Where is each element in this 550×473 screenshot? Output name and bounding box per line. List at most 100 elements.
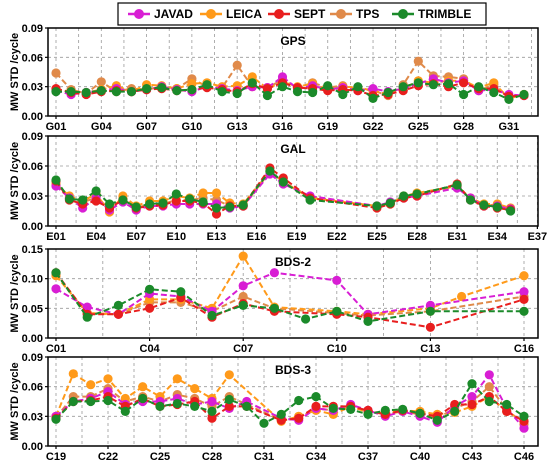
data-point (467, 392, 477, 402)
y-tick-label: 0.09 (22, 352, 43, 364)
plot-frame (47, 135, 539, 227)
series-line (55, 382, 525, 425)
x-tick-label: C46 (514, 451, 534, 463)
data-point (217, 87, 227, 97)
data-point (465, 195, 476, 205)
series-trimble (51, 166, 516, 216)
data-point (425, 322, 435, 332)
panel-bds-3: 0.00 0.03 0.06 0.09 C19 C22 C25 C28 C31 C34 C37 C40… (9, 352, 539, 463)
y-tick-label: 0.00 (22, 333, 43, 345)
series-line (55, 395, 525, 423)
data-point (225, 202, 235, 212)
x-tick-label: C19 (46, 451, 66, 463)
data-point (238, 251, 248, 261)
x-tick-label: E19 (287, 231, 307, 243)
data-point (262, 84, 272, 94)
panel-title: BDS-2 (275, 255, 311, 269)
series-trimble (51, 268, 529, 326)
data-point (277, 82, 288, 92)
data-point (224, 370, 234, 380)
data-point (198, 197, 208, 207)
x-tick-label: C34 (306, 451, 327, 463)
data-point (211, 188, 222, 198)
x-tick-label: E10 (167, 231, 187, 243)
legend-item-leica: LEICA (200, 7, 262, 21)
data-point (207, 396, 217, 407)
data-point (51, 68, 61, 78)
data-point (145, 303, 155, 313)
data-point (368, 93, 378, 103)
data-point (467, 399, 477, 410)
y-tick-label: 0.03 (22, 191, 43, 203)
data-point (232, 60, 242, 70)
data-point (82, 302, 92, 312)
data-point (51, 87, 61, 97)
y-tick-label: 0.03 (22, 82, 43, 94)
data-point (259, 418, 269, 428)
legend-item-tps: TPS (330, 7, 379, 21)
data-point (372, 201, 382, 211)
x-tick-label: E37 (528, 231, 548, 243)
data-point (142, 84, 152, 94)
legend-label: JAVAD (154, 7, 193, 21)
data-point (332, 275, 342, 285)
data-point (412, 189, 422, 199)
data-point (415, 408, 425, 418)
data-point (185, 194, 195, 204)
x-tick-label: E31 (447, 231, 467, 243)
data-point (467, 379, 477, 389)
legend-marker (206, 9, 216, 19)
y-tick-label: 0.06 (22, 382, 43, 394)
data-point (247, 78, 257, 88)
data-point (452, 180, 462, 190)
data-point (363, 316, 373, 326)
data-point (96, 86, 106, 96)
y-axis-label: MW STD /cycle (9, 33, 21, 111)
panel-title: BDS-3 (275, 363, 311, 377)
data-point (443, 79, 454, 89)
data-point (380, 405, 390, 415)
y-tick-label: 0.06 (22, 161, 43, 173)
data-point (113, 300, 123, 310)
data-point (269, 303, 279, 313)
data-point (519, 287, 529, 297)
x-tick-label: G07 (136, 121, 157, 133)
y-tick-label: 0.05 (22, 303, 43, 315)
plot-frame (47, 356, 539, 447)
data-point (519, 411, 529, 421)
data-point (51, 268, 61, 278)
data-point (338, 89, 348, 100)
data-point (484, 396, 494, 407)
data-point (519, 294, 529, 304)
data-point (398, 82, 408, 92)
data-point (506, 206, 516, 216)
legend-label: TPS (356, 7, 379, 21)
x-tick-label: G16 (272, 121, 293, 133)
data-point (519, 306, 529, 316)
data-point (171, 189, 181, 199)
plot-frame (47, 248, 539, 339)
data-point (492, 202, 502, 212)
data-point (502, 406, 512, 416)
data-point (145, 284, 155, 294)
data-point (81, 87, 91, 98)
data-point (311, 392, 321, 402)
x-tick-label: C10 (327, 343, 347, 355)
legend-label: TRIMBLE (418, 7, 471, 21)
x-tick-label: C31 (254, 451, 274, 463)
x-tick-label: G04 (91, 121, 113, 133)
data-point (113, 309, 123, 319)
panel-bds-2: 0.00 0.05 0.10 0.15 C01 C04 C07 C10 C13 C16 BDS-2 M… (9, 244, 539, 355)
data-point (292, 87, 303, 97)
data-point (519, 271, 529, 281)
data-point (238, 281, 248, 291)
data-point (278, 177, 288, 187)
x-tick-label: C04 (140, 343, 161, 355)
x-tick-label: E13 (207, 231, 227, 243)
data-point (64, 194, 74, 204)
data-point (157, 83, 167, 93)
data-point (413, 56, 423, 66)
data-point (332, 306, 342, 316)
data-point (459, 89, 469, 100)
